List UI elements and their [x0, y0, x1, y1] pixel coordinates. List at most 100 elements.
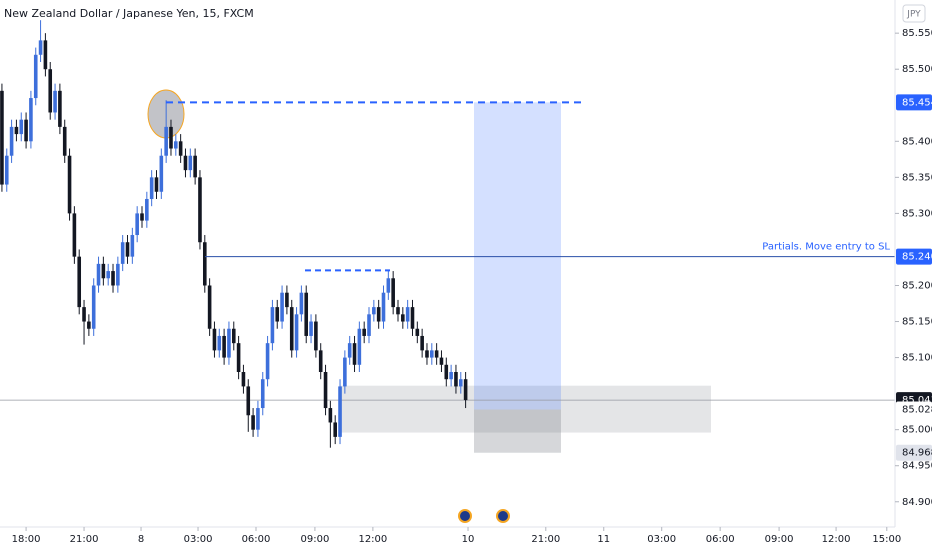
- candle-body: [333, 422, 338, 437]
- axes: 85.550 85.500 85.400 85.350 85.300 85.200 85.1…: [12, 28, 932, 545]
- candle-body: [454, 372, 458, 387]
- candle-body: [444, 364, 449, 380]
- candle-body: [231, 328, 236, 344]
- candle-body: [58, 90, 62, 127]
- candle-body: [125, 242, 130, 257]
- candle-body: [328, 408, 333, 423]
- candle-body: [410, 307, 415, 329]
- candle-body: [338, 386, 342, 437]
- candle-body: [174, 141, 178, 149]
- price-badge-label: 85.454: [902, 97, 932, 108]
- candle-body: [183, 155, 188, 171]
- candle-body: [260, 379, 265, 409]
- candle-body: [439, 357, 444, 365]
- candle-body: [251, 415, 255, 430]
- candle-body: [149, 177, 154, 199]
- candle-body: [77, 256, 82, 308]
- candle-body: [343, 357, 347, 387]
- candle-body: [246, 386, 251, 416]
- candle-body: [217, 335, 222, 351]
- x-tick-label: 03:00: [647, 534, 676, 545]
- candle-body: [19, 119, 24, 135]
- candle-body: [280, 292, 284, 322]
- demand-zone: [340, 385, 711, 433]
- candle-body: [111, 271, 115, 286]
- candle-body: [24, 119, 28, 142]
- x-tick-label: 12:00: [358, 534, 387, 545]
- candle-body: [72, 213, 77, 257]
- x-tick-label: 09:00: [301, 534, 330, 545]
- candle-body: [116, 263, 120, 286]
- candle-body: [198, 177, 202, 243]
- candle-body: [202, 242, 207, 286]
- y-tick-label: 85.400: [902, 136, 932, 147]
- candle-body: [289, 307, 294, 351]
- candle-body: [87, 321, 91, 329]
- x-tick-label: 18:00: [12, 534, 41, 545]
- x-tick-label: 12:00: [822, 534, 851, 545]
- price-badge: [896, 444, 932, 461]
- price-badge-label: 84.968: [902, 448, 932, 459]
- y-tick-label: 85.000: [902, 425, 932, 436]
- candle-body: [314, 321, 318, 351]
- candle-body: [362, 328, 366, 336]
- candle-body: [294, 314, 299, 351]
- y-tick-label: 84.950: [902, 461, 932, 472]
- position-target-area: [474, 102, 561, 410]
- candle-body: [130, 235, 135, 257]
- candle-body: [256, 408, 260, 430]
- candle-body: [164, 126, 168, 156]
- price-badge-label: 85.240: [902, 252, 932, 263]
- candle-body: [318, 350, 323, 372]
- candle-body: [372, 307, 376, 315]
- candle-body: [401, 314, 405, 322]
- candle-body: [449, 372, 453, 380]
- candle-body: [381, 292, 386, 322]
- x-tick-label: 21:00: [70, 534, 99, 545]
- candle-body: [91, 285, 96, 329]
- candle-body: [212, 328, 217, 351]
- x-tick-label: 10: [462, 534, 475, 545]
- candle-body: [458, 379, 463, 387]
- price-badge: [896, 401, 932, 418]
- candle-body: [236, 343, 241, 372]
- candle-body: [38, 40, 43, 55]
- x-tick-label: 06:00: [242, 534, 271, 545]
- y-tick-label: 84.900: [902, 497, 932, 508]
- y-tick-label: 85.200: [902, 280, 932, 291]
- x-tick-label: 21:00: [531, 534, 560, 545]
- candle-body: [62, 126, 67, 156]
- y-tick-label: 85.300: [902, 208, 932, 219]
- candle-body: [48, 69, 53, 113]
- candle-body: [304, 292, 309, 336]
- y-tick-label: 85.500: [902, 64, 932, 75]
- candle-body: [33, 54, 38, 99]
- candle-body: [386, 278, 391, 293]
- overlays: Partials. Move entry to SL: [166, 101, 895, 272]
- candle-body: [14, 126, 19, 135]
- event-icon[interactable]: [458, 509, 472, 523]
- candle-body: [188, 155, 193, 171]
- candle-body: [193, 155, 197, 178]
- candles: [0, 20, 468, 448]
- candle-body: [96, 263, 101, 286]
- x-tick-label: 09:00: [765, 534, 794, 545]
- candle-body: [207, 285, 212, 329]
- candle-body: [463, 379, 468, 401]
- price-badge-label: 85.028: [902, 404, 932, 415]
- candle-body: [299, 292, 304, 315]
- candle-body: [159, 155, 164, 192]
- candle-body: [154, 177, 159, 192]
- candle-body: [357, 328, 362, 365]
- x-tick-label: 03:00: [184, 534, 213, 545]
- candle-body: [391, 278, 395, 308]
- candle-body: [415, 328, 420, 336]
- candle-body: [270, 307, 275, 344]
- x-tick-label: 8: [138, 534, 144, 545]
- candle-body: [420, 335, 424, 351]
- y-tick-label: 85.100: [902, 353, 932, 364]
- event-icon[interactable]: [496, 509, 510, 523]
- currency-box[interactable]: [902, 4, 926, 23]
- candle-body: [222, 335, 226, 358]
